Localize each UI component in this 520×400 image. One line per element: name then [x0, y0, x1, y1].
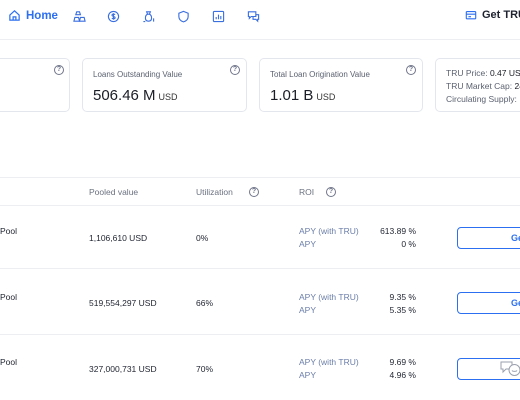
- get-pool-button[interactable]: Get: [457, 292, 520, 314]
- get-pool-button[interactable]: Get: [457, 227, 520, 249]
- pool-name[interactable]: Pool: [0, 226, 18, 236]
- utilization-value: 66%: [196, 298, 214, 308]
- pooled-value: 327,000,731 USD: [89, 364, 157, 374]
- loans-outstanding-value: 506.46 M USD: [93, 87, 178, 104]
- get-pool-button[interactable]: [457, 358, 520, 380]
- tru-market-cap-value: 24: [514, 81, 520, 91]
- apy-with-tru-label: APY (with TRU): [299, 226, 359, 236]
- apy-label: APY: [299, 239, 317, 249]
- info-icon[interactable]: ?: [406, 65, 416, 75]
- loans-outstanding-label: Loans Outstanding Value: [93, 70, 183, 79]
- apy-with-tru-label: APY (with TRU): [299, 292, 359, 302]
- tru-market-cap: TRU Market Cap: 24: [446, 81, 520, 91]
- header-roi: ROI: [299, 187, 315, 197]
- chat-bubbles-icon[interactable]: [247, 10, 260, 23]
- dollar-coin-icon[interactable]: [107, 10, 120, 23]
- loans-outstanding-number: 506.46 M: [93, 87, 156, 104]
- pool-name[interactable]: Pool: [0, 292, 18, 302]
- utilization-value: 70%: [196, 364, 214, 374]
- stat-card-tru: TRU Price: 0.47 USD TRU Market Cap: 24 C…: [435, 58, 520, 112]
- top-nav: Home Get TRU: [0, 0, 520, 40]
- table-divider: [0, 177, 520, 178]
- nav-home-link[interactable]: Home: [8, 9, 58, 22]
- apy-value: 5.35 %: [389, 305, 416, 315]
- info-icon[interactable]: ?: [230, 65, 240, 75]
- apy-label: APY: [299, 370, 317, 380]
- row-divider: [0, 334, 520, 335]
- total-origination-label: Total Loan Origination Value: [270, 70, 370, 79]
- info-icon[interactable]: ?: [249, 187, 259, 197]
- wallet-icon: [465, 11, 477, 20]
- info-icon[interactable]: ?: [326, 187, 336, 197]
- tru-price: TRU Price: 0.47 USD: [446, 68, 520, 78]
- apy-with-tru-label: APY (with TRU): [299, 357, 359, 367]
- header-utilization: Utilization: [196, 187, 233, 197]
- pooled-value: 519,554,297 USD: [89, 298, 157, 308]
- nav-home-label: Home: [26, 9, 58, 22]
- get-tru-button[interactable]: Get TRU: [465, 9, 520, 21]
- shield-icon[interactable]: [177, 10, 190, 23]
- money-bag-icon[interactable]: [142, 10, 155, 23]
- stat-card-total-origination: Total Loan Origination Value ? 1.01 B USD: [259, 58, 423, 112]
- loans-outstanding-unit: USD: [158, 92, 178, 102]
- tru-supply-label: Circulating Supply:: [446, 94, 517, 104]
- row-divider: [0, 205, 520, 206]
- total-origination-unit: USD: [316, 92, 336, 102]
- home-icon: [9, 10, 20, 21]
- bar-chart-icon[interactable]: [212, 10, 225, 23]
- tru-market-cap-label: TRU Market Cap:: [446, 81, 513, 91]
- pool-name[interactable]: Pool: [0, 357, 18, 367]
- total-origination-number: 1.01 B: [270, 87, 314, 104]
- utilization-value: 0%: [196, 233, 209, 243]
- chat-widget-icon[interactable]: [499, 358, 520, 378]
- info-icon[interactable]: ?: [54, 65, 64, 75]
- tru-price-value: 0.47 USD: [489, 68, 520, 78]
- total-origination-value: 1.01 B USD: [270, 87, 335, 104]
- apy-value: 4.96 %: [389, 370, 416, 380]
- get-tru-label: Get TRU: [482, 9, 520, 21]
- ingot-icon[interactable]: [73, 10, 86, 23]
- apy-label: APY: [299, 305, 317, 315]
- tru-price-label: TRU Price:: [446, 68, 488, 78]
- apy-with-tru-value: 9.69 %: [389, 357, 416, 367]
- apy-with-tru-value: 9.35 %: [389, 292, 416, 302]
- stat-card-loans-outstanding: Loans Outstanding Value ? 506.46 M USD: [82, 58, 247, 112]
- row-divider: [0, 268, 520, 269]
- apy-with-tru-value: 613.89 %: [380, 226, 416, 236]
- stat-card-partial: ?: [0, 58, 70, 112]
- apy-value: 0 %: [401, 239, 416, 249]
- pooled-value: 1,106,610 USD: [89, 233, 148, 243]
- header-pooled-value: Pooled value: [89, 187, 139, 197]
